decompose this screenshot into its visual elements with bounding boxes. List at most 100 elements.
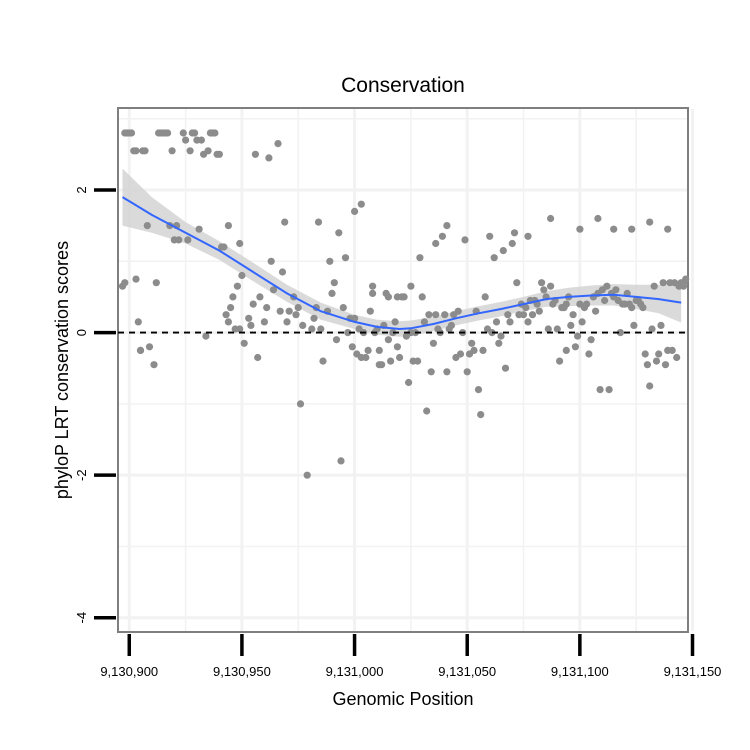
data-point [567,321,575,329]
data-point [499,247,507,255]
x-tick-label: 9,130,950 [213,664,271,679]
data-point [211,129,219,137]
gridlines [119,109,695,631]
data-point [682,275,690,283]
data-point [229,293,237,301]
data-point [357,200,365,208]
data-point [508,239,516,248]
y-axis-title: phyloP LRT conservation scores [52,241,72,499]
data-point [285,307,293,315]
data-point [308,325,316,333]
data-point [184,236,192,244]
data-point [601,296,609,305]
data-point [486,232,494,240]
data-point [310,314,318,322]
data-point [481,293,489,301]
data-point [132,275,140,283]
y-tick-label: -4 [74,612,89,624]
x-tick-label: 9,131,050 [438,664,496,679]
data-point [585,350,593,358]
data-point [364,346,372,354]
loess-fit-line [121,196,682,331]
data-point [341,254,350,262]
x-tick-label: 9,131,150 [664,664,722,679]
data-point [423,407,431,415]
x-axis-title: Genomic Position [332,689,473,709]
data-point [524,232,532,240]
data-point [571,343,580,351]
data-point [332,336,341,344]
data-point [612,286,620,294]
data-point [281,218,289,226]
data-point [664,225,672,233]
data-point [299,321,307,329]
data-point [553,325,561,333]
x-tick-label: 9,131,000 [326,664,384,679]
data-point [375,361,383,369]
data-point [393,343,401,351]
data-point [497,332,505,340]
data-point [679,282,688,290]
data-point [657,321,665,329]
data-point [616,329,625,337]
data-point [238,271,246,280]
x-axis: 9,130,900 9,130,950 9,131,000 9,131,050 9,13… [100,634,721,679]
data-point [348,343,356,351]
data-point [384,336,392,344]
data-point [145,343,154,351]
data-point [136,346,145,354]
y-tick-label: -2 [74,469,89,481]
plot-panel [117,107,689,633]
data-point [643,361,652,369]
data-point [396,353,404,362]
data-points-layer [118,129,690,479]
data-point [319,357,327,365]
data-point [438,232,446,240]
data-point [655,350,663,358]
data-point [443,222,451,230]
data-point [583,300,591,308]
chart-title: Conservation [341,74,465,97]
data-point [474,386,483,394]
data-point [245,314,253,322]
data-point [182,136,190,144]
data-point [432,239,440,248]
y-tick-label: 0 [74,329,89,336]
data-point [429,339,437,347]
data-point [224,222,232,230]
data-point [351,314,359,322]
data-point [179,129,187,137]
data-point [224,318,232,326]
data-point [592,307,600,315]
data-point [501,364,510,372]
data-point [456,350,465,358]
data-point [335,229,343,237]
data-point [227,304,235,312]
data-point [562,346,570,354]
data-point [387,357,395,365]
data-point [519,311,528,319]
data-point [260,318,268,326]
data-point [461,236,469,244]
data-point [303,471,311,479]
data-point [425,311,433,319]
data-point [652,357,661,365]
data-point [222,311,230,319]
data-point [328,289,336,297]
data-point [603,282,611,290]
data-point [463,368,471,376]
data-point [236,325,244,333]
data-point [407,282,415,290]
data-point [314,218,323,226]
data-point [384,293,392,301]
data-point [510,229,519,237]
data-point [191,129,199,137]
data-point [547,214,555,223]
data-point [254,353,262,362]
confidence-band [122,168,682,337]
data-point [278,268,287,276]
data-point [247,321,255,329]
data-point [416,254,424,262]
data-point [236,239,244,248]
data-point [251,150,259,158]
